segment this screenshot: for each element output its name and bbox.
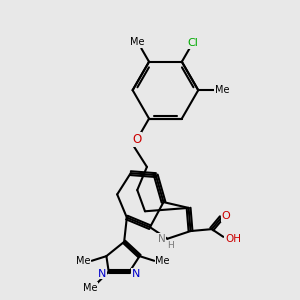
Text: O: O (222, 211, 230, 220)
Text: Me: Me (215, 85, 230, 95)
Text: OH: OH (225, 234, 241, 244)
Text: H: H (167, 241, 174, 250)
Text: N: N (98, 268, 106, 278)
Text: Me: Me (83, 283, 98, 293)
Text: O: O (132, 133, 142, 146)
Text: Me: Me (155, 256, 170, 266)
Text: N: N (132, 268, 141, 278)
Text: Me: Me (76, 256, 91, 266)
Text: Me: Me (130, 38, 144, 47)
Text: Cl: Cl (187, 38, 198, 48)
Text: N: N (158, 234, 166, 244)
